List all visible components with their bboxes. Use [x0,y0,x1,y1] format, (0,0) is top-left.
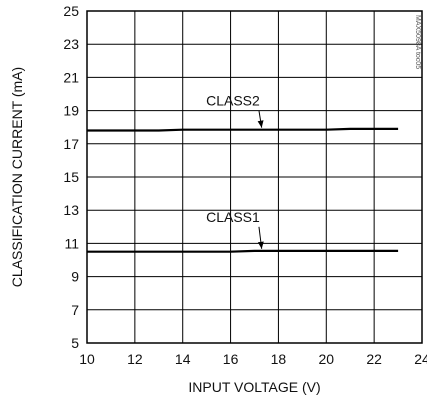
plot-frame [86,10,423,344]
x-tick-label: 24 [414,351,427,367]
x-tick-label: 16 [223,351,239,367]
grid [87,11,422,343]
y-tick-label: 17 [63,136,79,152]
annotation-label-class1: CLASS1 [206,209,260,225]
watermark: MAX5098A toc05 [414,15,421,69]
series-line-class1 [87,249,399,253]
x-axis-label: INPUT VOLTAGE (V) [188,379,320,395]
y-tick-label: 15 [63,169,79,185]
y-tick-label: 19 [63,103,79,119]
y-tick-label: 23 [63,36,79,52]
y-tick-labels: 5 7 9 11 13 15 17 19 21 23 25 [63,3,79,351]
annotations: CLASS2 CLASS1 [206,93,264,249]
series-lines [87,127,399,253]
annotation-label-class2: CLASS2 [206,93,260,109]
x-tick-labels: 10 12 14 16 18 20 22 24 [79,351,427,367]
x-tick-label: 12 [127,351,143,367]
y-tick-label: 21 [63,69,79,85]
x-tick-label: 22 [366,351,382,367]
y-tick-label: 5 [71,335,79,351]
y-tick-label: 9 [71,269,79,285]
x-tick-label: 10 [79,351,95,367]
x-tick-label: 20 [318,351,334,367]
x-tick-label: 14 [175,351,191,367]
y-tick-label: 25 [63,3,79,19]
y-tick-label: 7 [71,302,79,318]
series-line-class2 [87,127,399,132]
x-tick-label: 18 [271,351,287,367]
y-axis-label: CLASSIFICATION CURRENT (mA) [9,67,25,287]
y-tick-label: 11 [64,235,79,251]
y-tick-label: 13 [63,202,79,218]
annotation-arrowhead [257,120,264,128]
annotation-arrowhead [257,241,264,249]
